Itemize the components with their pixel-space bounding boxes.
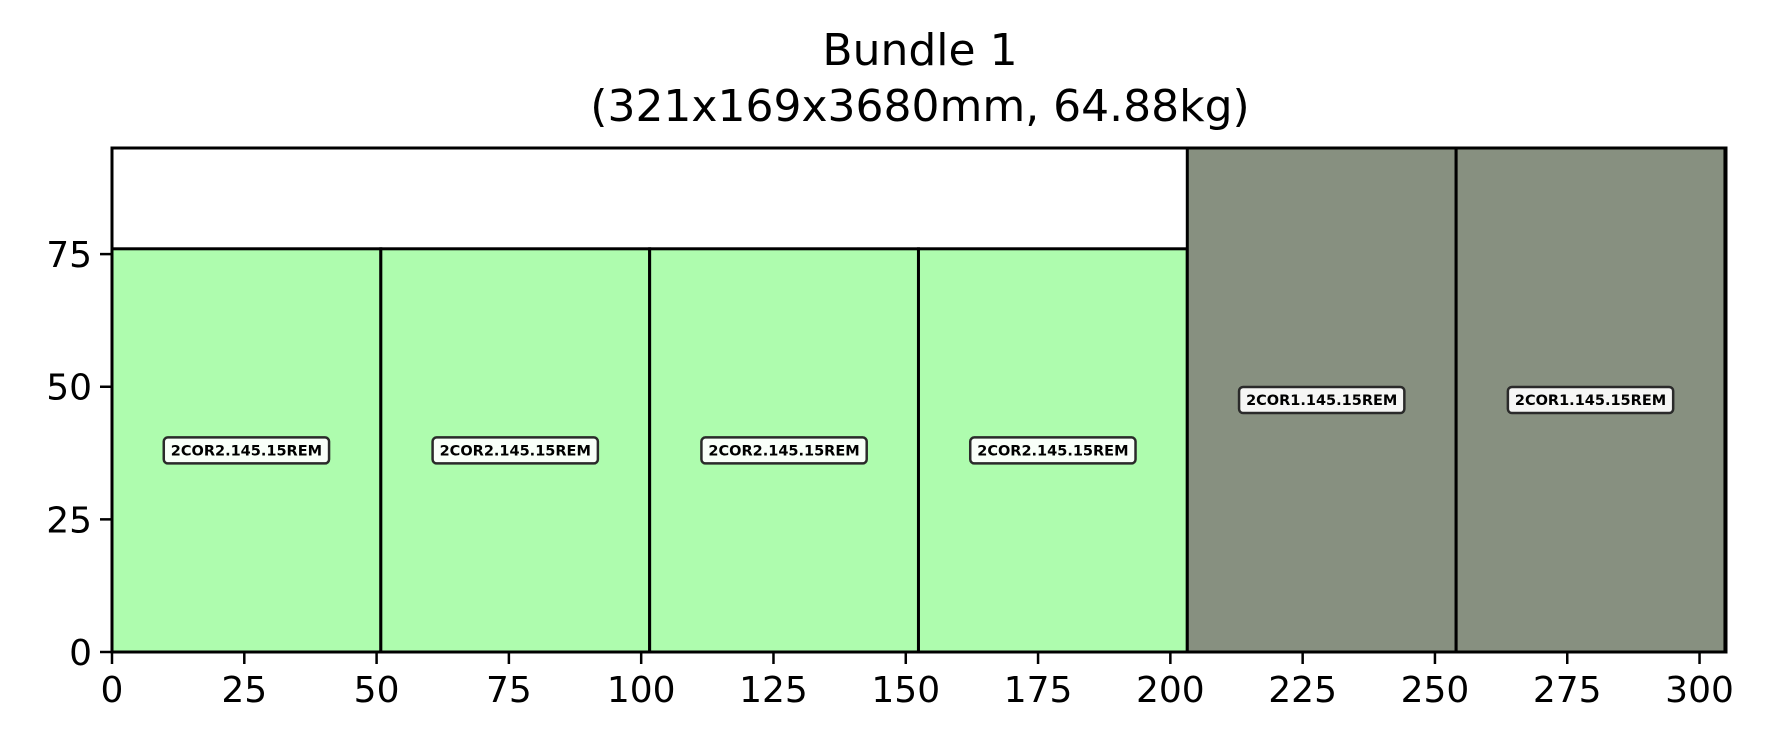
item-label-text: 2COR2.145.15REM (171, 443, 322, 459)
item-labels: 2COR2.145.15REM 2COR2.145.15REM 2COR2.145.… (162, 385, 1675, 465)
item-label-text: 2COR2.145.15REM (977, 443, 1128, 459)
item-label-box (700, 436, 868, 465)
x-tick-label: 275 (1533, 670, 1602, 711)
item-label-box (431, 436, 600, 465)
item-label-box (162, 436, 331, 465)
x-tick-label: 200 (1136, 670, 1205, 711)
item-label-text: 2COR2.145.15REM (440, 443, 591, 459)
y-tick-label: 50 (46, 368, 92, 409)
item-label: 2COR2.145.15REM (700, 436, 868, 465)
y-tick-label: 75 (46, 235, 92, 276)
item-label-box (1237, 385, 1406, 415)
x-tick-label: 75 (486, 670, 532, 711)
chart-subtitle: (321x169x3680mm, 64.88kg) (590, 81, 1249, 132)
item-label-text: 2COR1.145.15REM (1515, 393, 1666, 409)
item-label: 2COR1.145.15REM (1506, 385, 1675, 415)
item-label: 2COR2.145.15REM (431, 436, 600, 465)
x-tick-label: 250 (1401, 670, 1470, 711)
x-tick-label: 0 (101, 670, 124, 711)
x-tick-label: 125 (739, 670, 808, 711)
item-label-text: 2COR2.145.15REM (708, 443, 859, 459)
chart-title: Bundle 1 (822, 25, 1017, 76)
item-label-box (1506, 385, 1675, 415)
item-label-text: 2COR1.145.15REM (1246, 393, 1397, 409)
x-tick-label: 150 (871, 670, 940, 711)
x-axis: 0 25 50 75 100 125 150 175 200 225 250 275 300 (101, 652, 1734, 711)
x-tick-label: 225 (1268, 670, 1337, 711)
x-tick-label: 175 (1004, 670, 1073, 711)
item-label: 2COR2.145.15REM (162, 436, 331, 465)
y-axis: 0 25 50 75 (46, 235, 112, 674)
y-tick-label: 25 (46, 500, 92, 541)
item-rects (110, 146, 1727, 654)
y-tick-label: 0 (69, 633, 92, 674)
item-label: 2COR1.145.15REM (1237, 385, 1406, 415)
x-tick-label: 300 (1665, 670, 1734, 711)
x-tick-label: 100 (607, 670, 676, 711)
x-tick-label: 50 (354, 670, 400, 711)
item-label: 2COR2.145.15REM (968, 436, 1137, 465)
x-tick-label: 25 (221, 670, 267, 711)
plot-frame (110, 146, 1728, 654)
item-label-box (968, 436, 1137, 465)
